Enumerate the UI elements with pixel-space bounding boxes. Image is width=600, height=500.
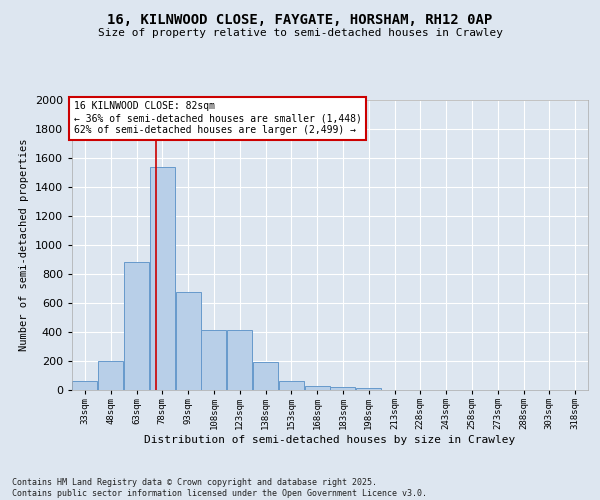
Bar — [73, 380, 97, 390]
Y-axis label: Number of semi-detached properties: Number of semi-detached properties — [19, 138, 29, 352]
Text: Contains HM Land Registry data © Crown copyright and database right 2025.
Contai: Contains HM Land Registry data © Crown c… — [12, 478, 427, 498]
Bar — [150, 168, 175, 390]
X-axis label: Distribution of semi-detached houses by size in Crawley: Distribution of semi-detached houses by … — [145, 434, 515, 445]
Bar — [253, 362, 278, 390]
Bar — [176, 292, 200, 390]
Bar — [202, 330, 226, 390]
Bar — [305, 386, 329, 390]
Bar — [227, 330, 252, 390]
Bar — [356, 388, 381, 390]
Bar — [98, 362, 123, 390]
Text: 16 KILNWOOD CLOSE: 82sqm
← 36% of semi-detached houses are smaller (1,448)
62% o: 16 KILNWOOD CLOSE: 82sqm ← 36% of semi-d… — [74, 102, 362, 134]
Text: 16, KILNWOOD CLOSE, FAYGATE, HORSHAM, RH12 0AP: 16, KILNWOOD CLOSE, FAYGATE, HORSHAM, RH… — [107, 12, 493, 26]
Text: Size of property relative to semi-detached houses in Crawley: Size of property relative to semi-detach… — [97, 28, 503, 38]
Bar — [279, 382, 304, 390]
Bar — [124, 262, 149, 390]
Bar — [331, 388, 355, 390]
